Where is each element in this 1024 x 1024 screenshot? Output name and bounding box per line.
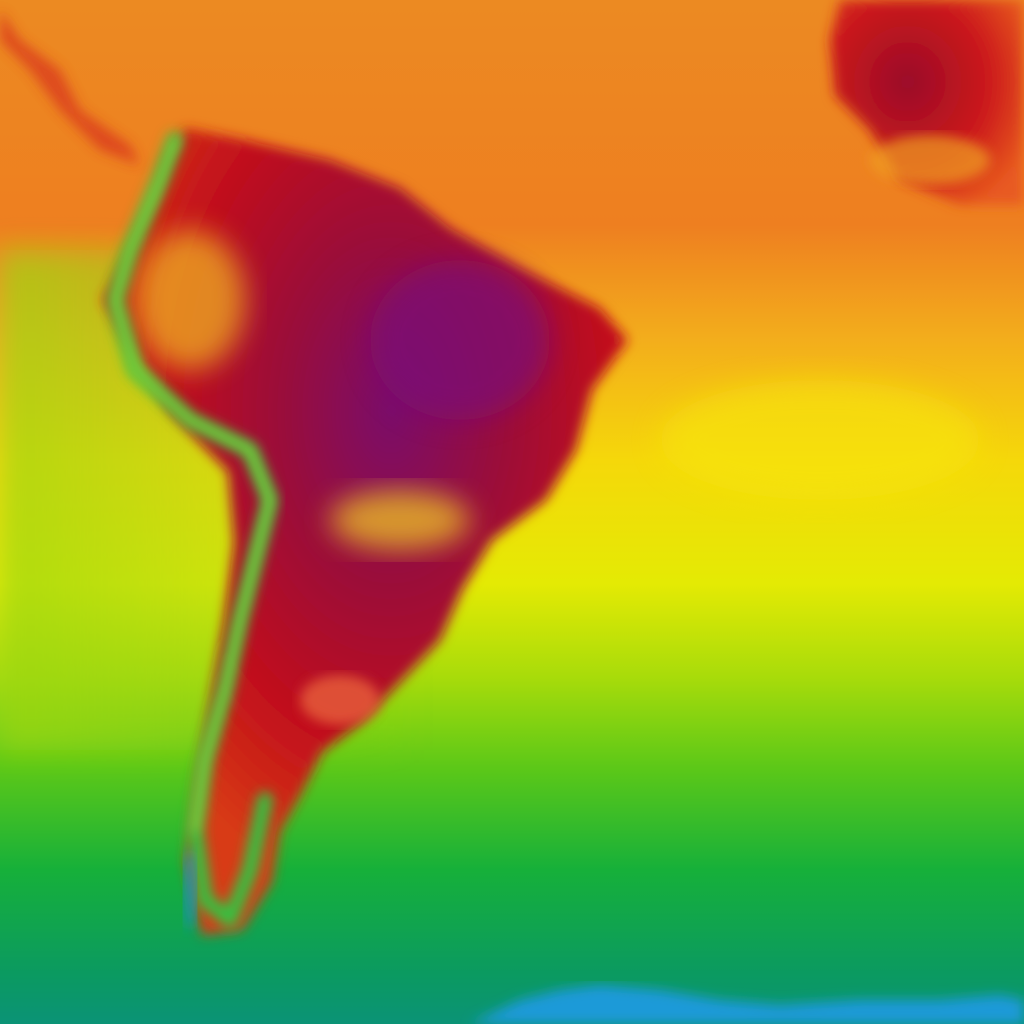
ocean-warm-band	[660, 380, 980, 500]
andes-edge	[111, 137, 274, 833]
africa-patch	[870, 135, 990, 185]
warm-patch	[300, 675, 380, 725]
warm-patch	[330, 490, 470, 550]
warm-patch	[135, 230, 245, 370]
antarctica	[470, 985, 1024, 1024]
cold-patch	[184, 850, 196, 930]
hot-core	[370, 260, 550, 420]
central-america	[0, 10, 140, 165]
